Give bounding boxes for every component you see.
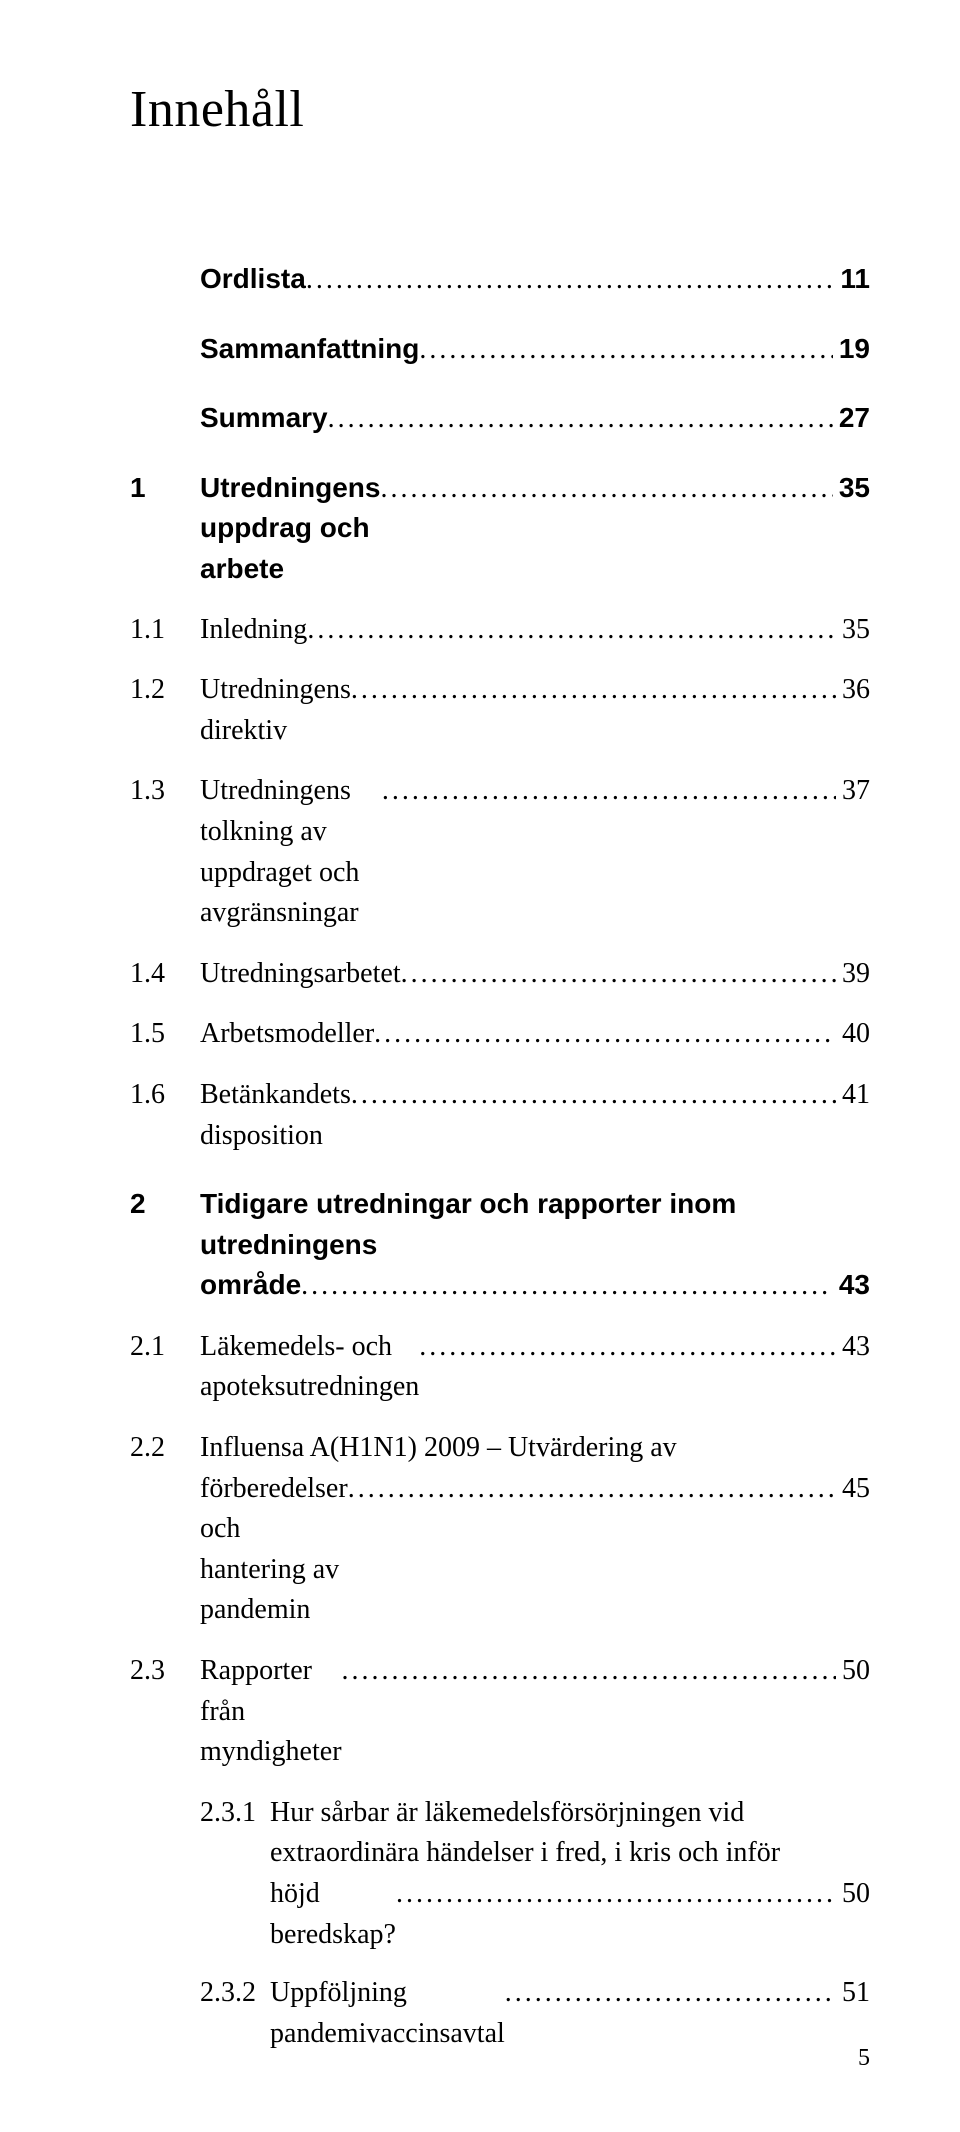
- toc-entry-label: Läkemedels- och apoteksutredningen: [200, 1327, 419, 1408]
- toc-entry-page: 19: [833, 329, 870, 370]
- toc-entry-label: Ordlista: [200, 259, 306, 300]
- toc-entry-page: 35: [836, 610, 870, 651]
- toc-entry: 1.6Betänkandets disposition 41: [130, 1075, 870, 1156]
- toc-entry: 2.2Influensa A(H1N1) 2009 – Utvärdering …: [130, 1428, 870, 1631]
- toc-entry-page: 27: [833, 398, 870, 439]
- toc-entry-number: 1.1: [130, 610, 200, 651]
- toc-entry: 1.3Utredningens tolkning av uppdraget oc…: [130, 771, 870, 933]
- toc-entry-label: Hur sårbar är läkemedelsförsörjningen vi…: [270, 1793, 870, 1955]
- toc-entry-page: 11: [834, 259, 870, 300]
- toc-leader: [419, 1327, 836, 1368]
- toc-entry-page: 50: [836, 1651, 870, 1692]
- toc-entry: 1.1Inledning 35: [130, 610, 870, 651]
- toc-leader: [505, 1973, 836, 2014]
- toc-leader: [328, 399, 833, 440]
- toc-entry: 2.3.1Hur sårbar är läkemedelsförsörjning…: [130, 1793, 870, 1955]
- toc-entry-number: 2.3.1: [130, 1793, 270, 1834]
- toc-leader: [307, 610, 836, 651]
- toc-entry-number: 1.2: [130, 670, 200, 711]
- toc-entry: 1.4Utredningsarbetet 39: [130, 954, 870, 995]
- toc-entry-number: 2.1: [130, 1327, 200, 1368]
- toc-leader: [380, 469, 832, 510]
- toc-entry-number: 2.3.2: [130, 1973, 270, 2014]
- toc-entry-number: 2.3: [130, 1651, 200, 1692]
- toc-leader: [348, 1469, 836, 1510]
- toc-entry-page: 39: [836, 954, 870, 995]
- toc-entry-number: 1.3: [130, 771, 200, 812]
- toc-entry-label: Influensa A(H1N1) 2009 – Utvärdering avf…: [200, 1428, 870, 1631]
- toc-entry-page: 35: [833, 468, 870, 509]
- toc-leader: [342, 1651, 836, 1692]
- toc-entry-label: Betänkandets disposition: [200, 1075, 351, 1156]
- toc-entry-page: 45: [836, 1469, 870, 1510]
- toc-entry-number: 2.2: [130, 1428, 200, 1469]
- toc-entry-label: Rapporter från myndigheter: [200, 1651, 342, 1773]
- toc-entry-page: 51: [836, 1973, 870, 2014]
- toc-entry-label: Utredningsarbetet: [200, 954, 401, 995]
- toc-entry-number: 1.6: [130, 1075, 200, 1116]
- toc-leader: [396, 1874, 836, 1915]
- toc-entry-page: 37: [836, 771, 870, 812]
- table-of-contents: Ordlista11Sammanfattning19Summary271Utre…: [130, 259, 870, 2054]
- toc-entry-page: 43: [833, 1265, 870, 1306]
- toc-entry: 1.5Arbetsmodeller 40: [130, 1014, 870, 1055]
- toc-entry-page: 50: [836, 1874, 870, 1915]
- toc-entry: 1Utredningens uppdrag och arbete 35: [130, 468, 870, 590]
- toc-entry-number: 1: [130, 468, 200, 509]
- toc-leader: [419, 330, 832, 371]
- page-title: Innehåll: [130, 80, 870, 139]
- toc-entry: 2.3Rapporter från myndigheter 50: [130, 1651, 870, 1773]
- toc-leader: [351, 1075, 836, 1116]
- toc-entry: 2.1Läkemedels- och apoteksutredningen 43: [130, 1327, 870, 1408]
- toc-entry: 2Tidigare utredningar och rapporter inom…: [130, 1184, 870, 1307]
- toc-entry-label: Tidigare utredningar och rapporter inom …: [200, 1184, 870, 1307]
- toc-entry-page: 43: [836, 1327, 870, 1368]
- toc-leader: [351, 670, 836, 711]
- toc-entry: 1.2Utredningens direktiv 36: [130, 670, 870, 751]
- toc-entry-label: Sammanfattning: [200, 329, 419, 370]
- toc-leader: [306, 260, 835, 301]
- toc-entry: Ordlista 11: [130, 259, 870, 301]
- toc-entry-number: 1.5: [130, 1014, 200, 1055]
- toc-entry-page: 36: [836, 670, 870, 711]
- toc-entry-label: Inledning: [200, 610, 307, 651]
- toc-leader: [374, 1014, 836, 1055]
- toc-entry-label: Arbetsmodeller: [200, 1014, 374, 1055]
- toc-entry: 2.3.2Uppföljning pandemivaccinsavtal 51: [130, 1973, 870, 2054]
- toc-entry-label: Utredningens direktiv: [200, 670, 351, 751]
- toc-leader: [301, 1266, 833, 1307]
- toc-entry-page: 41: [836, 1075, 870, 1116]
- toc-entry-page: 40: [836, 1014, 870, 1055]
- toc-entry-label: Summary: [200, 398, 328, 439]
- toc-leader: [382, 771, 836, 812]
- toc-entry: Summary 27: [130, 398, 870, 440]
- toc-entry-label: Utredningens uppdrag och arbete: [200, 468, 380, 590]
- toc-entry-label: Utredningens tolkning av uppdraget och a…: [200, 771, 382, 933]
- toc-entry-number: 2: [130, 1184, 200, 1225]
- toc-entry: Sammanfattning 19: [130, 329, 870, 371]
- toc-leader: [401, 954, 836, 995]
- toc-entry-number: 1.4: [130, 954, 200, 995]
- toc-entry-label: Uppföljning pandemivaccinsavtal: [270, 1973, 505, 2054]
- page-number: 5: [858, 2045, 870, 2072]
